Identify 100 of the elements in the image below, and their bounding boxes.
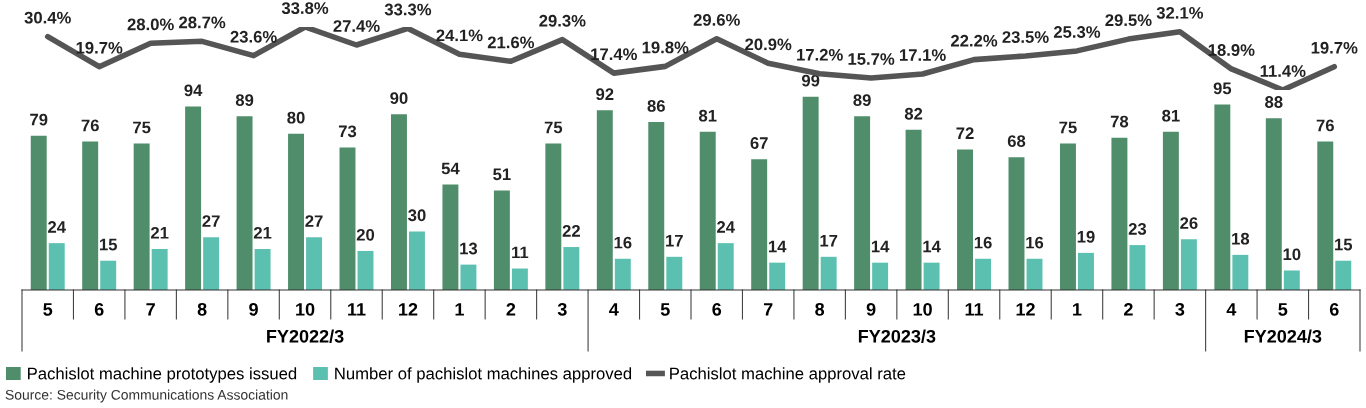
x-tick-label: 11 <box>965 303 984 316</box>
data-label: 22 <box>562 225 580 237</box>
data-label: 14 <box>871 240 890 253</box>
bar <box>905 129 922 290</box>
data-label: 54 <box>441 162 460 175</box>
data-label: 80 <box>287 111 305 124</box>
data-label: 14 <box>768 240 787 253</box>
data-label: 82 <box>904 107 923 120</box>
x-tick-label: 6 <box>94 302 104 316</box>
data-label: 32.1% <box>1156 6 1204 19</box>
x-tick-label: 4 <box>1226 303 1237 316</box>
data-label: 17 <box>820 234 838 247</box>
data-label: 18.9% <box>1208 44 1255 56</box>
data-label: 24 <box>717 221 735 233</box>
bar <box>460 264 477 290</box>
x-tick-label: 4 <box>609 303 619 316</box>
bar <box>442 184 459 290</box>
bar <box>1232 254 1249 290</box>
data-label: 17.1% <box>900 49 946 61</box>
bar <box>563 247 580 290</box>
bar <box>614 258 631 290</box>
bar <box>185 106 202 290</box>
x-tick-label: 12 <box>1016 302 1035 316</box>
data-label: 28.0% <box>127 18 174 31</box>
x-tick-label: 6 <box>1329 302 1339 316</box>
data-label: 19.7% <box>76 41 123 54</box>
x-tick-label: 1 <box>455 303 464 316</box>
bar <box>872 262 889 290</box>
data-label: 15 <box>1335 238 1353 251</box>
data-label: 20.9% <box>745 38 792 51</box>
bar <box>133 143 150 290</box>
data-label: 15.7% <box>848 53 895 65</box>
bar <box>30 135 47 290</box>
data-label: 26 <box>1180 217 1198 229</box>
bar <box>1317 141 1334 290</box>
data-label: 17.2% <box>797 48 843 61</box>
x-tick-label: 10 <box>296 302 315 316</box>
data-label: 73 <box>338 125 357 138</box>
bar <box>151 248 168 290</box>
x-tick-label: 12 <box>399 302 418 316</box>
data-label: 10 <box>1283 248 1301 261</box>
bar <box>666 256 683 290</box>
data-label: 33.3% <box>384 3 432 16</box>
data-label: 24.1% <box>436 29 483 42</box>
bar <box>1180 239 1197 290</box>
x-tick-label: 5 <box>1278 303 1288 316</box>
x-tick-label: 3 <box>1175 302 1185 316</box>
bar <box>48 243 65 290</box>
data-label: 24 <box>48 221 66 233</box>
data-label: 27.4% <box>333 20 380 32</box>
legend-label: Pachislot machine approval rate <box>670 367 906 383</box>
data-label: 79 <box>30 113 48 126</box>
bar <box>717 243 734 290</box>
data-label: 68 <box>1007 135 1026 147</box>
data-label: 17.4% <box>591 48 637 61</box>
legend-label: Pachislot machine prototypes issued <box>28 367 297 383</box>
bar <box>254 248 271 290</box>
data-label: 99 <box>801 74 820 87</box>
data-label: 21 <box>150 226 169 239</box>
data-label: 20 <box>356 228 375 241</box>
bar <box>1129 245 1146 290</box>
data-label: 89 <box>235 94 254 106</box>
bar <box>545 143 562 290</box>
data-label: 76 <box>1316 119 1334 132</box>
bar <box>306 237 323 290</box>
bar <box>357 250 374 290</box>
data-label: 90 <box>390 92 408 104</box>
bar <box>923 262 940 290</box>
bar <box>390 114 407 290</box>
data-label: 19.7% <box>1311 41 1358 54</box>
x-tick-label: 1 <box>1073 303 1082 316</box>
data-label: 21 <box>253 226 272 239</box>
data-label: 22.2% <box>950 34 998 47</box>
bar <box>975 258 992 290</box>
data-label: 17 <box>666 234 683 247</box>
data-label: 11.4% <box>1260 65 1306 77</box>
bar <box>1162 131 1179 290</box>
bar <box>339 147 356 290</box>
x-tick-label: 10 <box>913 302 932 316</box>
bar <box>1214 104 1231 290</box>
bar <box>802 96 819 290</box>
bar <box>648 122 665 290</box>
bar <box>854 116 871 290</box>
data-label: 16 <box>974 236 992 249</box>
data-label: 25.3% <box>1053 26 1101 38</box>
x-tick-label: 11 <box>348 303 366 316</box>
data-label: 29.6% <box>693 13 740 26</box>
data-label: 16 <box>614 236 632 249</box>
data-label: 19 <box>1077 230 1095 243</box>
data-label: 75 <box>544 121 563 134</box>
bar <box>1111 137 1128 290</box>
source-note: Source: Security Communications Association <box>5 389 288 403</box>
data-label: 15 <box>99 238 117 251</box>
data-label: 21.6% <box>487 36 535 49</box>
data-label: 27 <box>305 215 323 227</box>
bar <box>203 237 220 290</box>
bar <box>100 260 117 290</box>
data-label: 75 <box>1059 121 1077 134</box>
data-label: 51 <box>493 168 511 181</box>
bar <box>1077 252 1094 290</box>
